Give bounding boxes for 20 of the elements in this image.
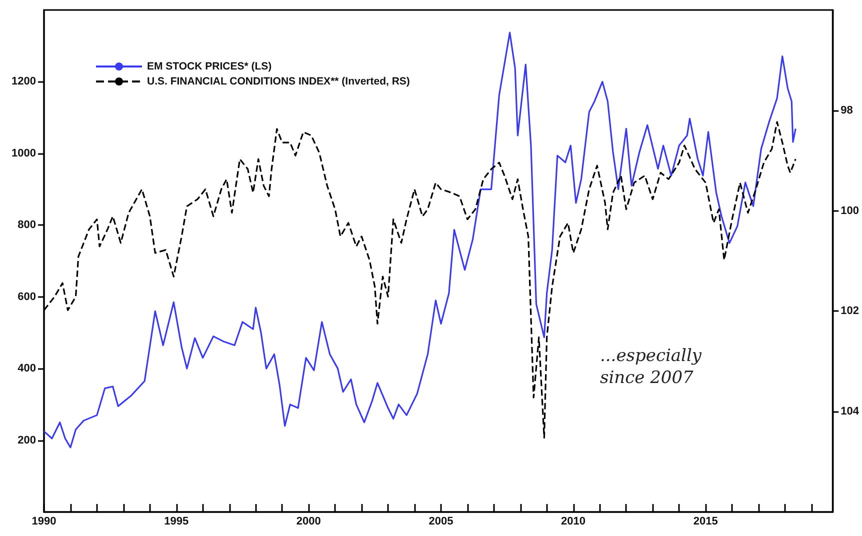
y-tick-label: 1000 bbox=[12, 147, 36, 160]
y-tick-label: 200 bbox=[18, 434, 36, 446]
legend-label: U.S. FINANCIAL CONDITIONS INDEX** (Inverted, RS) bbox=[147, 76, 410, 88]
x-tick-label: 1995 bbox=[164, 516, 189, 528]
x-tick-label: 1990 bbox=[32, 516, 56, 528]
x-tick-label: 2005 bbox=[428, 516, 454, 528]
x-tick-label: 2015 bbox=[693, 516, 718, 528]
y-tick-label: 1200 bbox=[12, 76, 36, 88]
x-tick-label: 2000 bbox=[296, 516, 321, 528]
y-tick-label: 800 bbox=[18, 219, 36, 232]
y2-tick-label: 98 bbox=[840, 104, 853, 116]
legend-label: EM STOCK PRICES* (LS) bbox=[147, 60, 272, 72]
y-tick-label: 600 bbox=[18, 290, 36, 303]
line-series bbox=[43, 32, 796, 448]
x-tick-label: 2010 bbox=[561, 516, 586, 528]
y-tick-label: 400 bbox=[18, 362, 36, 375]
annotation: ...especially since 2007 bbox=[600, 346, 702, 388]
y2-tick-label: 102 bbox=[840, 305, 860, 318]
y2-tick-label: 100 bbox=[840, 204, 860, 217]
y2-tick-label: 104 bbox=[840, 406, 860, 418]
